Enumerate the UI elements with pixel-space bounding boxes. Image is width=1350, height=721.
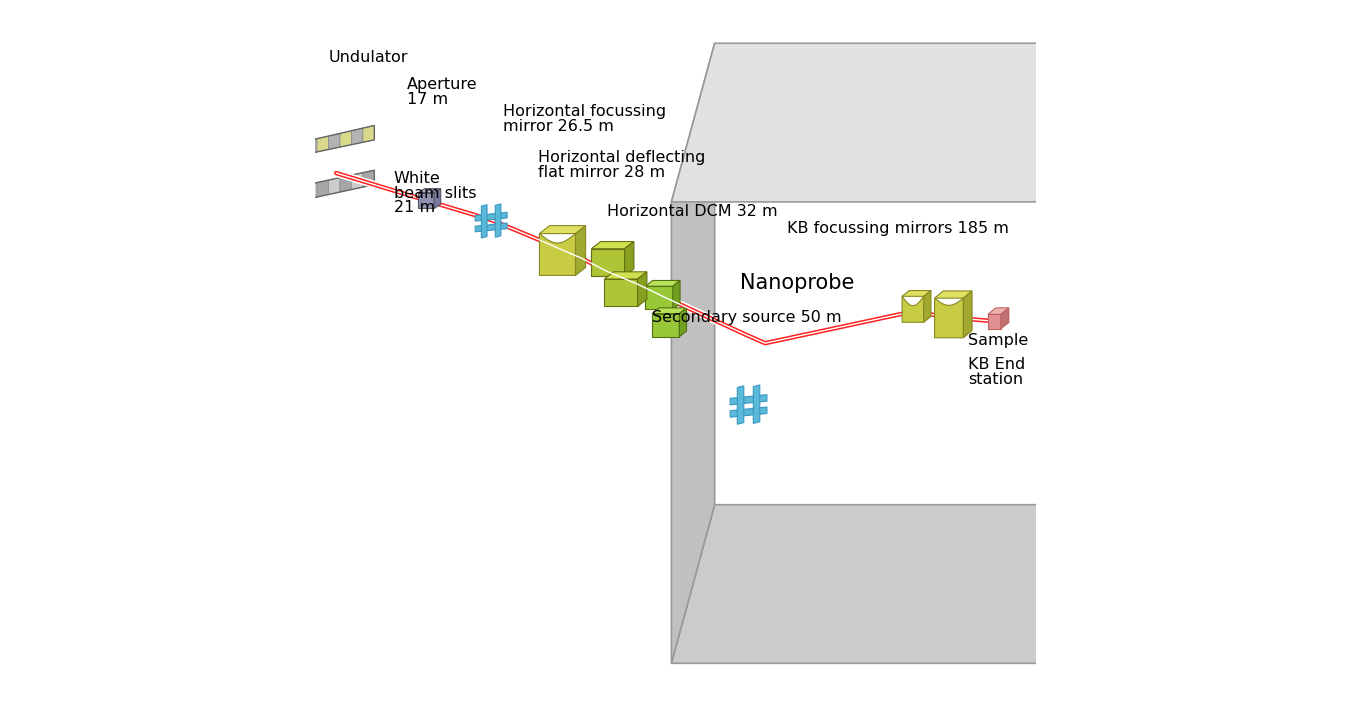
Text: Undulator: Undulator <box>329 50 409 65</box>
Polygon shape <box>672 280 680 309</box>
Polygon shape <box>934 298 964 337</box>
Polygon shape <box>418 193 435 208</box>
Polygon shape <box>317 180 328 197</box>
Polygon shape <box>271 146 282 162</box>
Polygon shape <box>495 204 501 237</box>
Polygon shape <box>934 291 972 298</box>
Polygon shape <box>902 291 932 296</box>
Polygon shape <box>645 286 672 309</box>
Text: Horizontal DCM 32 m: Horizontal DCM 32 m <box>606 205 778 219</box>
Polygon shape <box>575 226 586 275</box>
Text: station: station <box>968 373 1023 387</box>
Polygon shape <box>340 131 351 147</box>
Polygon shape <box>923 291 932 322</box>
Text: Sample: Sample <box>968 333 1027 348</box>
Polygon shape <box>591 242 634 249</box>
Polygon shape <box>652 314 679 337</box>
Polygon shape <box>363 170 374 187</box>
Text: Aperture: Aperture <box>406 77 478 92</box>
Text: flat mirror 28 m: flat mirror 28 m <box>539 165 666 180</box>
Polygon shape <box>540 234 575 275</box>
Polygon shape <box>645 280 680 286</box>
Polygon shape <box>328 177 340 195</box>
Polygon shape <box>294 141 305 156</box>
Polygon shape <box>730 407 767 417</box>
Polygon shape <box>737 386 744 424</box>
Polygon shape <box>671 43 714 663</box>
Polygon shape <box>902 296 923 322</box>
Polygon shape <box>988 314 1000 329</box>
Text: mirror 26.5 m: mirror 26.5 m <box>504 120 614 134</box>
Polygon shape <box>363 125 374 142</box>
Text: White: White <box>394 172 440 186</box>
Polygon shape <box>605 272 647 279</box>
Polygon shape <box>625 242 634 276</box>
Polygon shape <box>964 291 972 337</box>
Polygon shape <box>282 144 294 159</box>
Polygon shape <box>1042 43 1085 663</box>
Polygon shape <box>305 138 317 154</box>
Polygon shape <box>753 385 760 423</box>
Polygon shape <box>271 190 282 207</box>
Polygon shape <box>282 187 294 205</box>
Polygon shape <box>591 249 625 276</box>
Text: KB End: KB End <box>968 358 1025 372</box>
Polygon shape <box>988 308 1008 314</box>
Polygon shape <box>652 308 687 314</box>
Polygon shape <box>418 189 440 193</box>
Polygon shape <box>637 272 647 306</box>
Polygon shape <box>679 308 687 337</box>
Text: Horizontal deflecting: Horizontal deflecting <box>539 150 706 164</box>
Text: Horizontal focussing: Horizontal focussing <box>504 105 667 119</box>
Polygon shape <box>671 43 1085 202</box>
Polygon shape <box>671 505 1085 663</box>
Text: Nanoprobe: Nanoprobe <box>740 273 855 293</box>
Text: Secondary source 50 m: Secondary source 50 m <box>652 310 841 324</box>
Polygon shape <box>328 133 340 149</box>
Polygon shape <box>294 185 305 202</box>
Text: KB focussing mirrors 185 m: KB focussing mirrors 185 m <box>787 221 1008 236</box>
Polygon shape <box>351 128 363 145</box>
Polygon shape <box>540 226 586 234</box>
Text: beam slits: beam slits <box>394 186 477 200</box>
Polygon shape <box>317 136 328 152</box>
Polygon shape <box>475 223 508 232</box>
Polygon shape <box>305 182 317 200</box>
Polygon shape <box>340 175 351 192</box>
Polygon shape <box>1000 308 1008 329</box>
Text: 21 m: 21 m <box>394 200 435 215</box>
Polygon shape <box>730 394 767 405</box>
Polygon shape <box>435 189 440 208</box>
Polygon shape <box>482 205 487 238</box>
Polygon shape <box>351 172 363 190</box>
Polygon shape <box>475 212 508 221</box>
Polygon shape <box>605 279 637 306</box>
Text: 17 m: 17 m <box>406 92 448 107</box>
